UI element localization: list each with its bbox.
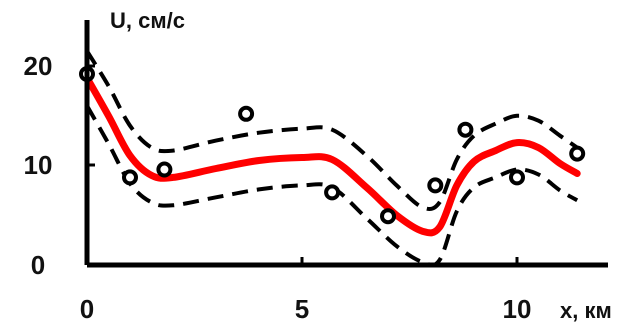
y-axis-title: U, см/с [110, 8, 185, 33]
data-point [326, 186, 338, 198]
data-point [240, 108, 252, 120]
data-point [382, 210, 394, 222]
y-tick-label-10: 10 [24, 150, 53, 180]
x-tick-label-5: 5 [295, 294, 309, 324]
data-point [429, 179, 441, 191]
x-axis-title: x, км [560, 298, 612, 323]
data-point [158, 164, 170, 176]
y-tick-label-20: 20 [24, 51, 53, 81]
data-point [511, 171, 523, 183]
y-tick-label-0: 0 [31, 250, 45, 280]
data-point [571, 148, 583, 160]
x-tick-label-0: 0 [80, 294, 94, 324]
x-tick-label-10: 10 [503, 294, 532, 324]
data-point [459, 124, 471, 136]
fit-line [87, 78, 577, 233]
data-point [124, 171, 136, 183]
fit-line-layer [87, 78, 577, 233]
